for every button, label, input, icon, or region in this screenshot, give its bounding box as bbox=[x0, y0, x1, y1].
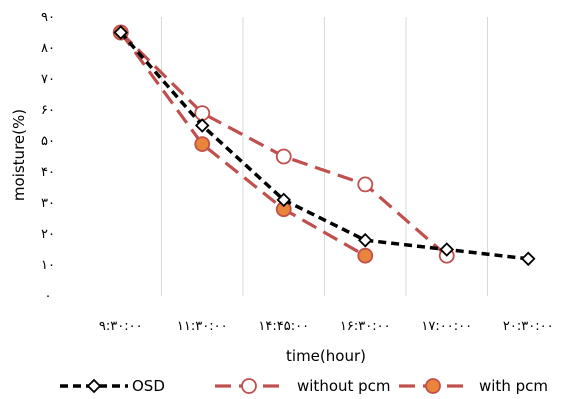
data-point-osd bbox=[357, 232, 373, 248]
legend-label-without-pcm: without pcm bbox=[297, 377, 391, 395]
y-tick-label: ۷۰ bbox=[41, 72, 55, 87]
legend: OSD without pcm with pcm bbox=[60, 377, 548, 395]
series-line-with-pcm bbox=[119, 31, 367, 258]
y-axis-ticks: ۰ ۱۰ ۲۰ ۳۰ ۴۰ ۵۰ ۶۰ ۷۰ ۸۰ ۹۰ bbox=[41, 10, 55, 304]
y-tick-label: ۱۰ bbox=[41, 258, 55, 273]
y-tick-label: ۵۰ bbox=[41, 134, 55, 149]
x-axis-label: time(hour) bbox=[286, 347, 366, 365]
series-line-without-pcm bbox=[119, 31, 448, 257]
x-tick-label: ۱۷:۰۰:۰۰ bbox=[421, 319, 472, 334]
data-point-without-pcm bbox=[357, 176, 374, 193]
y-tick-label: ۸۰ bbox=[41, 41, 55, 56]
y-tick-label: ۹۰ bbox=[41, 10, 55, 25]
data-point-osd bbox=[520, 251, 536, 267]
y-tick-label: ۰ bbox=[45, 289, 52, 304]
y-tick-label: ۴۰ bbox=[41, 165, 55, 180]
y-tick-label: ۶۰ bbox=[41, 103, 55, 118]
x-tick-label: ۱۴:۴۵:۰۰ bbox=[258, 319, 309, 334]
y-axis-label: moisture(%) bbox=[10, 109, 28, 201]
y-tick-label: ۳۰ bbox=[41, 196, 55, 211]
legend-label-osd: OSD bbox=[132, 377, 165, 395]
legend-marker-with-pcm bbox=[425, 378, 441, 394]
grid-lines bbox=[161, 17, 488, 296]
legend-marker-without-pcm bbox=[241, 378, 257, 394]
series-line-osd bbox=[119, 31, 529, 261]
data-point-with-pcm bbox=[194, 136, 211, 153]
data-point-osd bbox=[439, 242, 455, 257]
data-point-without-pcm bbox=[194, 105, 211, 121]
x-tick-label: ۹:۳۰:۰۰ bbox=[99, 319, 143, 334]
data-point-osd bbox=[113, 25, 129, 40]
x-tick-label: ۱۱:۳۰:۰۰ bbox=[177, 319, 228, 334]
series-layer bbox=[112, 24, 536, 267]
data-point-without-pcm bbox=[275, 148, 292, 165]
x-tick-label: ۲۰:۳۰:۰۰ bbox=[503, 319, 554, 334]
y-tick-label: ۲۰ bbox=[41, 227, 55, 242]
data-point-osd bbox=[194, 118, 210, 133]
legend-label-with-pcm: with pcm bbox=[479, 377, 548, 395]
legend-marker-osd bbox=[86, 378, 102, 394]
data-point-with-pcm bbox=[357, 247, 374, 264]
data-point-osd bbox=[276, 192, 292, 208]
x-axis-ticks: ۹:۳۰:۰۰ ۱۱:۳۰:۰۰ ۱۴:۴۵:۰۰ ۱۶:۳۰:۰۰ ۱۷:۰۰:۰۰ ۲… bbox=[99, 319, 554, 334]
x-tick-label: ۱۶:۳۰:۰۰ bbox=[340, 319, 391, 334]
